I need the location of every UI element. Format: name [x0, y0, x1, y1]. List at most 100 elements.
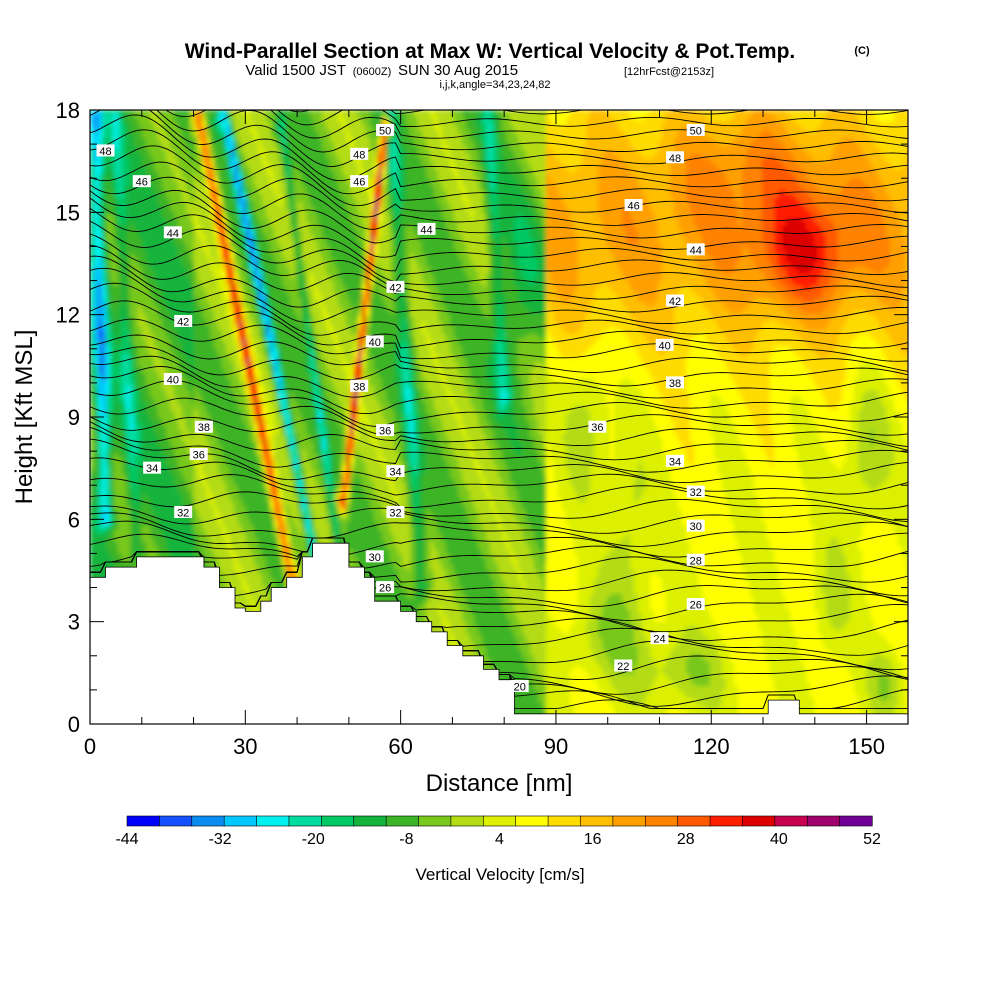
colorbar-swatch	[483, 816, 516, 826]
contour-label-text: 48	[99, 146, 111, 158]
contour-label-text: 24	[653, 634, 665, 646]
colorbar-swatch	[613, 816, 646, 826]
contour-label-9: 50	[376, 124, 394, 137]
contour-label-text: 40	[369, 337, 381, 349]
contour-label-25: 50	[687, 124, 705, 137]
contour-label-text: 46	[353, 177, 365, 189]
colorbar-tick-label: 28	[677, 831, 695, 848]
contour-label-text: 30	[690, 521, 702, 533]
contour-label-28: 42	[666, 295, 684, 309]
contour-label-31: 32	[687, 486, 705, 500]
valid-date: SUN 30 Aug 2015	[398, 62, 518, 79]
y-tick-label: 3	[68, 610, 80, 635]
y-axis-label: Height [Kft MSL]	[11, 330, 38, 505]
colorbar-swatch	[386, 816, 419, 826]
colorbar-tick-label: 16	[584, 831, 602, 848]
y-tick-label: 18	[56, 98, 80, 123]
contour-label-22: 36	[588, 421, 606, 435]
colorbar: -44 -32 -20 -8 4 16 28 40 52	[115, 816, 881, 848]
contour-label-text: 38	[198, 422, 210, 434]
contour-label-12: 44	[418, 223, 436, 237]
colorbar-swatch	[289, 816, 322, 826]
contour-label-text: 36	[591, 422, 603, 434]
colorbar-tick-label: -8	[399, 831, 413, 848]
x-tick-label: 150	[848, 734, 885, 759]
colorbar-tick-label: 52	[863, 831, 881, 848]
contour-label-27: 44	[687, 243, 705, 257]
x-tick-label: 0	[84, 734, 96, 759]
colorbar-tick-label: 4	[495, 831, 504, 848]
contour-label-16: 36	[376, 424, 394, 438]
contour-label-text: 38	[353, 381, 365, 393]
contour-label-0: 48	[97, 144, 115, 158]
colorbar-swatch	[321, 816, 354, 826]
colorbar-label: Vertical Velocity [cm/s]	[415, 865, 584, 884]
contour-label-13: 42	[386, 281, 404, 295]
figure: Wind-Parallel Section at Max W: Vertical…	[0, 0, 1000, 1000]
colorbar-swatch	[516, 816, 549, 826]
contour-label-34: 26	[687, 598, 705, 612]
contour-label-text: 48	[669, 153, 681, 165]
x-axis-label: Distance [nm]	[426, 770, 573, 797]
contour-label-15: 38	[350, 380, 368, 394]
contour-label-text: 44	[690, 245, 702, 257]
x-tick-label: 90	[544, 734, 568, 759]
contour-label-3: 42	[174, 315, 192, 329]
contour-label-text: 44	[167, 228, 179, 240]
y-tick-label: 9	[68, 405, 80, 430]
contour-label-32: 30	[687, 520, 705, 534]
colorbar-swatch	[451, 816, 484, 826]
contour-label-6: 36	[190, 448, 208, 462]
colorbar-swatch	[678, 816, 711, 826]
contour-label-30: 34	[666, 455, 684, 469]
contour-label-text: 32	[389, 508, 401, 520]
colorbar-tick-label: -20	[302, 831, 325, 848]
x-tick-label: 30	[233, 734, 257, 759]
plot-area: 48 46 44 42 40 38 36 34 32 50 48 46 44 42 40 38 36 34 32 30…	[90, 28, 911, 727]
contour-label-text: 40	[167, 374, 179, 386]
forecast-time: [12hrFcst@2153z]	[624, 66, 714, 78]
contour-label-text: 48	[353, 149, 365, 161]
contour-label-14: 40	[366, 335, 384, 349]
colorbar-swatch	[840, 816, 873, 826]
colorbar-swatch	[645, 816, 678, 826]
contour-label-29: 38	[666, 376, 684, 390]
contour-label-text: 50	[379, 125, 391, 137]
contour-label-text: 34	[389, 467, 401, 479]
colorbar-swatch	[354, 816, 387, 826]
copyright-mark: (C)	[854, 45, 870, 57]
contour-label-text: 22	[617, 661, 629, 673]
contour-label-4: 40	[164, 373, 182, 387]
contour-label-text: 42	[669, 296, 681, 308]
contour-label-7: 34	[143, 462, 161, 476]
contour-label-text: 26	[379, 583, 391, 595]
contour-label-35: 24	[650, 632, 668, 646]
colorbar-tick-label: -44	[115, 831, 138, 848]
contour-label-text: 28	[690, 555, 702, 567]
contour-label-text: 38	[669, 378, 681, 390]
colorbar-swatch	[775, 816, 808, 826]
x-tick-label: 60	[388, 734, 412, 759]
contour-label-33: 28	[687, 554, 705, 568]
contour-label-text: 36	[193, 450, 205, 462]
colorbar-swatch	[548, 816, 581, 826]
contour-label-36: 22	[614, 660, 632, 674]
colorbar-tick-label: 40	[770, 831, 788, 848]
y-tick-label: 6	[68, 507, 80, 532]
colorbar-swatch	[257, 816, 290, 826]
grid-info: i,j,k,angle=34,23,24,82	[439, 79, 550, 91]
colorbar-swatch	[742, 816, 775, 826]
contour-label-1: 46	[133, 175, 151, 189]
colorbar-swatch	[192, 816, 225, 826]
contour-label-text: 34	[146, 463, 158, 475]
contour-label-text: 32	[690, 487, 702, 499]
valid-prefix: Valid 1500 JST	[245, 62, 346, 79]
colorbar-tick-label: -32	[209, 831, 232, 848]
contour-label-text: 42	[177, 316, 189, 328]
colorbar-swatch	[127, 816, 160, 826]
contour-label-10: 48	[350, 148, 368, 162]
contour-label-text: 26	[690, 600, 702, 612]
contour-label-text: 32	[177, 508, 189, 520]
contour-label-5: 38	[195, 421, 213, 435]
y-tick-label: 0	[68, 712, 80, 737]
